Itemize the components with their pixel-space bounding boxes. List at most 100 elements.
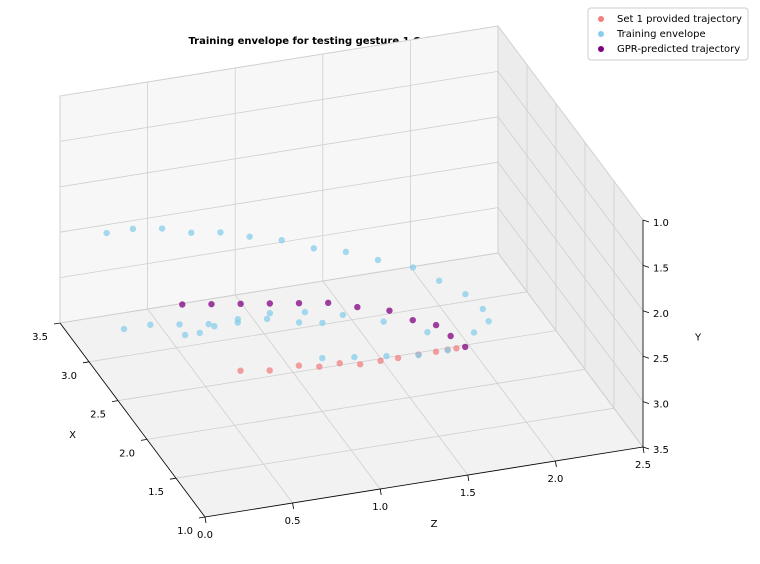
grid-line [59, 207, 499, 278]
point [435, 277, 443, 284]
tick-mark [642, 446, 650, 450]
grid-line [497, 116, 644, 312]
x-tick-label: 1.0 [177, 526, 193, 537]
legend-box [587, 7, 749, 61]
legend-label: GPR-predicted trajectory [617, 44, 740, 55]
point [324, 299, 332, 307]
grid-line [147, 308, 293, 504]
point [295, 319, 303, 326]
tick-mark [642, 355, 650, 359]
point [354, 303, 361, 311]
point [319, 319, 326, 327]
tick-mark [204, 516, 207, 524]
grid-line [234, 294, 381, 490]
point [444, 347, 451, 354]
chart-title: Training envelope for testing gesture 1 … [188, 36, 477, 47]
point [432, 348, 440, 355]
z-tick-label: 2.5 [635, 460, 651, 471]
tick-mark [642, 401, 650, 404]
x-tick-label: 3.0 [61, 371, 77, 382]
point [424, 329, 431, 336]
point [386, 307, 393, 314]
tick-mark [292, 502, 294, 510]
tick-mark [111, 400, 119, 402]
point [147, 321, 154, 328]
point [415, 351, 422, 359]
point [462, 343, 469, 351]
point [485, 318, 492, 325]
x-tick-label: 1.5 [148, 487, 164, 498]
y-tick-label: 3.5 [653, 445, 669, 456]
grid-line [497, 252, 644, 448]
point [266, 309, 274, 317]
y-tick-label: 3.0 [653, 400, 669, 411]
point [447, 332, 454, 340]
grid-line [59, 252, 499, 324]
grid-line [497, 71, 644, 266]
z-axis-label: Z [431, 519, 438, 530]
point [120, 325, 128, 333]
tick-mark [642, 219, 650, 223]
point [310, 245, 317, 252]
grid-line [59, 71, 499, 142]
point [266, 300, 274, 307]
legend-marker [598, 31, 604, 37]
y-tick-label: 1.0 [653, 218, 669, 229]
point [319, 354, 326, 362]
point [237, 367, 244, 374]
legend-label: Training envelope [616, 29, 706, 40]
point [356, 361, 364, 368]
point [237, 300, 244, 308]
point [377, 357, 384, 365]
tick-mark [140, 439, 148, 441]
y-tick-label: 1.5 [653, 263, 669, 274]
point [432, 321, 440, 329]
tick-mark [642, 446, 645, 454]
point [266, 367, 273, 374]
point [208, 300, 215, 308]
point [158, 225, 166, 232]
y-tick-label: 2.0 [653, 309, 669, 320]
y-tick-label: 2.5 [653, 354, 669, 365]
point [380, 318, 387, 325]
z-tick-label: 1.0 [372, 502, 388, 513]
tick-mark [467, 474, 470, 482]
x-tick-label: 2.0 [119, 448, 135, 459]
x-axis-label: X [69, 430, 76, 441]
grid-line [59, 116, 499, 188]
tick-mark [82, 361, 90, 364]
grid-line [497, 25, 644, 221]
tick-mark [53, 322, 61, 325]
x-tick-label: 3.5 [32, 332, 48, 343]
legend-marker [598, 16, 604, 22]
point [179, 301, 186, 308]
point [176, 321, 183, 328]
grid-line [59, 161, 499, 233]
z-tick-label: 0.0 [197, 530, 213, 541]
point [211, 322, 218, 330]
grid-line [146, 369, 586, 440]
tick-mark [379, 488, 382, 496]
legend-label: Set 1 provided trajectory [617, 14, 742, 25]
z-tick-label: 0.5 [285, 516, 301, 527]
point [129, 225, 137, 233]
point [103, 229, 110, 237]
point [316, 363, 323, 370]
point [181, 331, 189, 339]
point [234, 316, 242, 323]
point [196, 329, 203, 337]
tick-mark [555, 460, 557, 468]
point [188, 229, 195, 236]
z-tick-label: 1.5 [460, 488, 476, 499]
point [278, 237, 285, 244]
grid-line [497, 207, 644, 402]
point [409, 264, 417, 271]
grid-line [88, 291, 528, 363]
point [374, 256, 382, 264]
axis-line [204, 446, 644, 518]
point [263, 315, 271, 323]
legend-marker [598, 46, 604, 52]
grid-line [59, 25, 499, 97]
point [217, 229, 224, 236]
